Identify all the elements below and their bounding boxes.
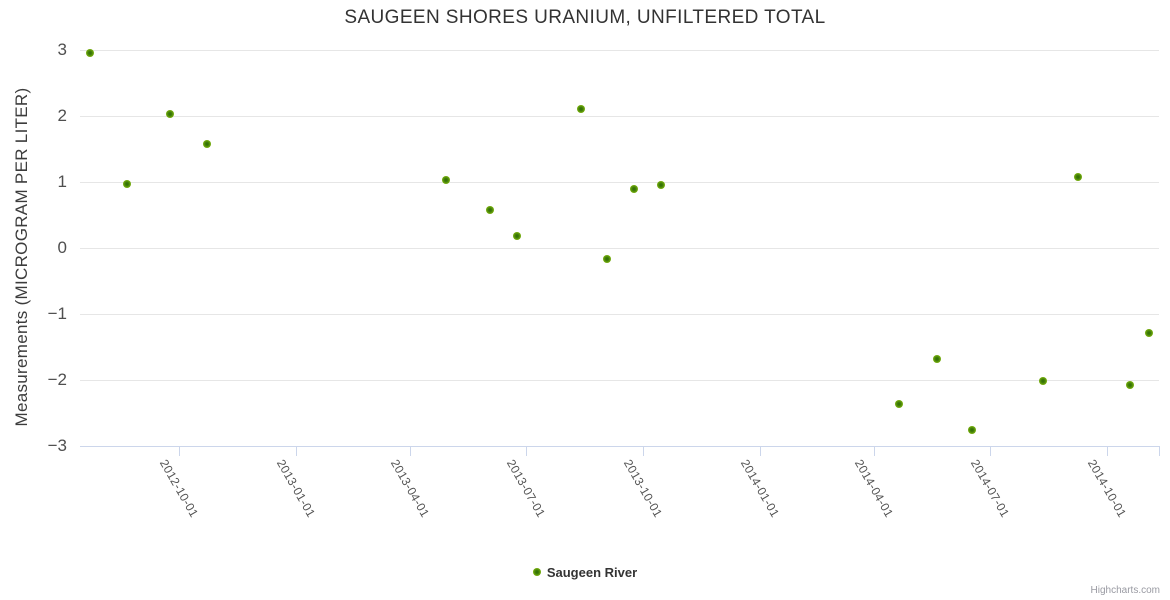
data-point[interactable] <box>86 49 94 58</box>
grid-line <box>80 182 1159 183</box>
legend-series-label: Saugeen River <box>546 564 638 580</box>
x-tick <box>1107 446 1108 456</box>
x-tick <box>179 446 180 456</box>
x-tick <box>759 446 761 456</box>
data-point[interactable] <box>122 179 131 188</box>
x-tick <box>410 446 412 456</box>
x-tick <box>295 446 297 456</box>
data-point[interactable] <box>576 105 585 114</box>
data-point[interactable] <box>932 354 941 363</box>
data-point[interactable] <box>1039 377 1048 386</box>
highcharts-credit-link[interactable]: Highcharts.com <box>1090 585 1160 596</box>
y-tick-label: 0 <box>57 238 67 257</box>
x-tick-label: 2014-04-01 <box>852 457 897 520</box>
chart-title: SAUGEEN SHORES URANIUM, UNFILTERED TOTAL <box>344 7 826 28</box>
data-point[interactable] <box>513 232 522 241</box>
x-tick-label: 2013-04-01 <box>388 457 433 520</box>
x-tick <box>643 446 644 456</box>
x-tick <box>526 446 528 456</box>
data-point[interactable] <box>656 180 665 189</box>
y-tick-label: 3 <box>57 40 67 59</box>
y-tick-label: −3 <box>47 436 67 455</box>
y-tick-label: −1 <box>47 304 67 323</box>
grid-line <box>80 50 1159 51</box>
data-point[interactable] <box>486 206 495 215</box>
data-point[interactable] <box>166 110 175 119</box>
grid-line <box>80 248 1159 249</box>
x-tick-label: 2012-10-01 <box>156 457 202 520</box>
x-tick-label: 2013-10-01 <box>620 457 666 520</box>
data-point[interactable] <box>1144 329 1153 338</box>
data-point[interactable] <box>603 255 612 264</box>
x-tick-label: 2013-07-01 <box>503 457 549 520</box>
data-point[interactable] <box>630 184 639 193</box>
x-axis-line <box>80 446 1160 447</box>
x-tick-label: 2013-01-01 <box>273 457 319 520</box>
x-tick-label: 2014-10-01 <box>1084 457 1130 520</box>
x-tick <box>990 446 992 456</box>
data-point[interactable] <box>1125 381 1134 390</box>
grid-line <box>80 380 1159 381</box>
grid-line <box>80 116 1159 117</box>
y-tick-label: 2 <box>57 106 67 125</box>
grid-line <box>80 314 1159 315</box>
data-point[interactable] <box>968 426 977 435</box>
x-tick <box>1159 446 1160 456</box>
data-point[interactable] <box>1073 172 1082 181</box>
x-tick-label: 2014-01-01 <box>737 457 783 520</box>
legend-marker-icon <box>532 568 541 576</box>
data-point[interactable] <box>202 140 211 149</box>
y-tick-label: −2 <box>47 370 67 389</box>
y-tick-label: 1 <box>57 172 67 191</box>
x-tick-label: 2014-07-01 <box>967 457 1013 520</box>
data-point[interactable] <box>894 399 903 408</box>
x-tick <box>874 446 876 456</box>
data-point[interactable] <box>441 176 450 185</box>
legend-item-saugeen-river[interactable]: Saugeen River <box>0 563 1170 581</box>
